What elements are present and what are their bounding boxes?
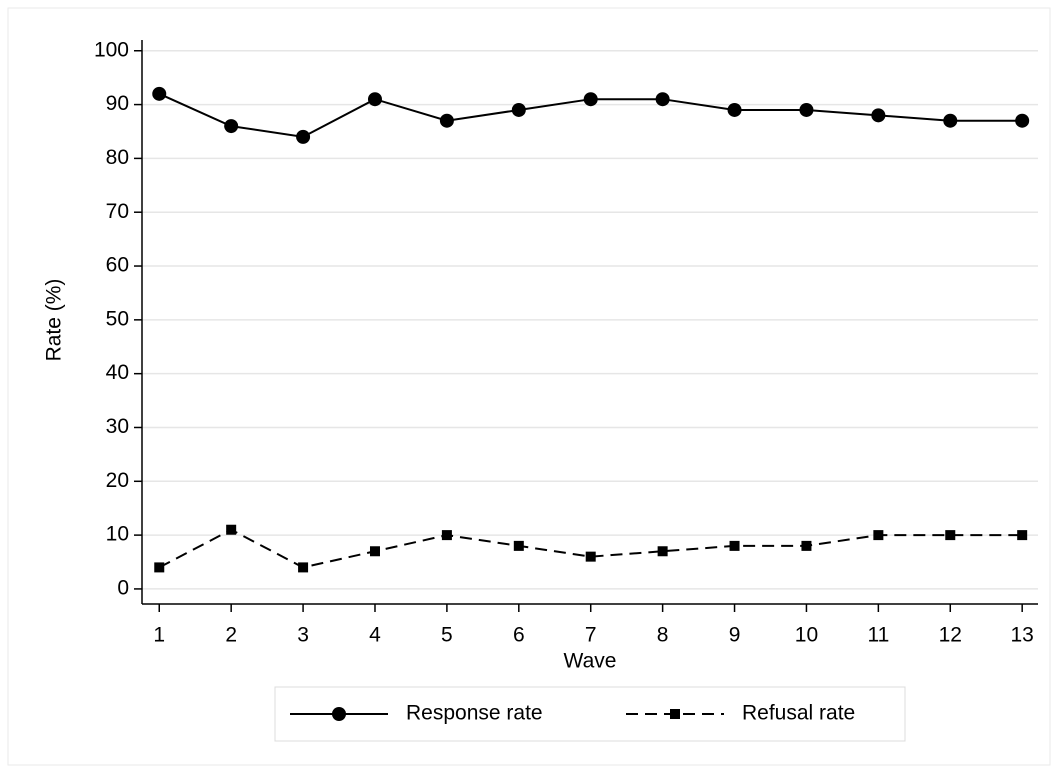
point [441, 530, 452, 541]
x-tick-label: 3 [297, 624, 309, 647]
y-tick-label: 80 [106, 146, 129, 169]
point [871, 108, 886, 123]
point [154, 562, 165, 573]
point [729, 540, 740, 551]
x-tick-label: 6 [513, 624, 525, 647]
x-tick-label: 11 [867, 624, 889, 647]
chart-frame [7, 7, 1051, 766]
point [511, 102, 526, 117]
point [945, 530, 956, 541]
x-tick-label: 13 [1011, 624, 1034, 647]
point [943, 113, 958, 128]
point [298, 562, 309, 573]
y-tick-label: 30 [106, 415, 129, 438]
legend-label: Response rate [406, 702, 543, 725]
point [583, 92, 598, 107]
x-tick-label: 7 [585, 624, 597, 647]
x-axis-label: Wave [564, 650, 617, 673]
point [224, 119, 239, 134]
point [296, 129, 311, 144]
point [657, 546, 668, 557]
point [799, 102, 814, 117]
x-tick-label: 4 [369, 624, 381, 647]
x-tick-label: 8 [657, 624, 669, 647]
point [439, 113, 454, 128]
y-tick-label: 40 [106, 361, 129, 384]
point [513, 540, 524, 551]
y-tick-label: 10 [106, 523, 129, 546]
legend-box [274, 686, 906, 742]
point [226, 524, 237, 535]
point [369, 546, 380, 557]
y-tick-label: 0 [117, 576, 129, 599]
point [367, 92, 382, 107]
point [1017, 530, 1028, 541]
y-tick-label: 60 [106, 254, 129, 277]
x-tick-label: 1 [153, 624, 165, 647]
y-tick-label: 70 [106, 200, 129, 223]
legend-label: Refusal rate [742, 702, 855, 725]
y-tick-label: 100 [94, 38, 129, 61]
point [1015, 113, 1030, 128]
y-axis-label: Rate (%) [43, 279, 66, 362]
x-tick-label: 12 [939, 624, 962, 647]
x-tick-label: 9 [729, 624, 741, 647]
x-tick-label: 10 [795, 624, 818, 647]
point [152, 86, 167, 101]
point [727, 102, 742, 117]
point [873, 530, 884, 541]
point [801, 540, 812, 551]
x-tick-label: 5 [441, 624, 453, 647]
point [585, 551, 596, 562]
y-tick-label: 50 [106, 307, 129, 330]
x-tick-label: 2 [225, 624, 237, 647]
y-tick-label: 20 [106, 469, 129, 492]
point [655, 92, 670, 107]
legend-marker [332, 707, 346, 721]
y-tick-label: 90 [106, 92, 129, 115]
legend-marker [670, 709, 680, 719]
